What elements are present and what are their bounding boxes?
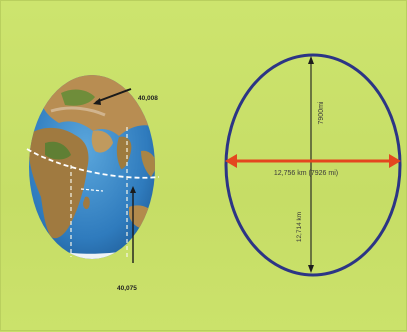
globe-equator-line (26, 148, 160, 179)
polar-bottom-label: 12,714 km (296, 212, 303, 242)
equatorial-axis-arrow (225, 154, 401, 168)
earth-ellipse-outline (224, 53, 402, 277)
globe-top-label: 40,008 (138, 95, 158, 102)
equatorial-label: 12,756 km (7926 mi) (274, 170, 338, 177)
globe-bottom-pointer (130, 186, 136, 263)
earth-globe (26, 75, 160, 259)
globe-top-pointer (93, 88, 132, 105)
polar-top-label: 7900mi (318, 101, 325, 124)
polar-axis-arrow (308, 56, 314, 273)
globe-bottom-label: 40,075 (117, 285, 137, 292)
